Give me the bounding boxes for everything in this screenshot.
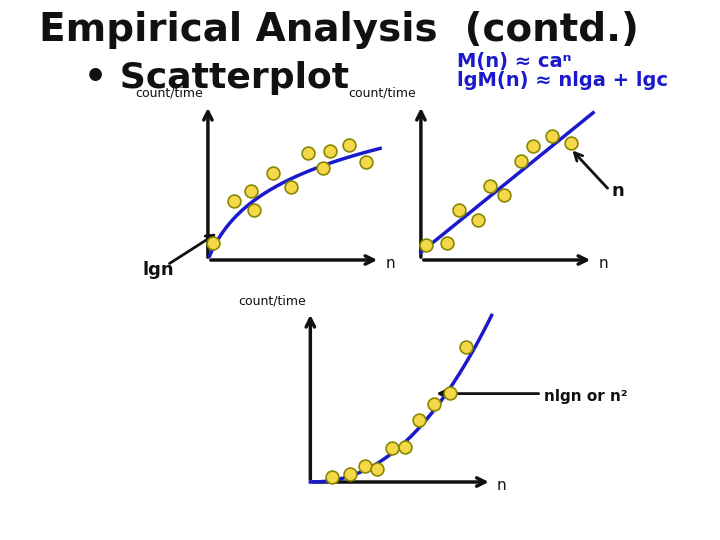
Text: • Scatterplot: • Scatterplot xyxy=(84,61,349,95)
Point xyxy=(515,157,526,166)
Point xyxy=(428,400,439,408)
Point xyxy=(413,415,425,424)
Text: M(n) ≈ caⁿ: M(n) ≈ caⁿ xyxy=(457,52,572,71)
Text: n: n xyxy=(497,477,507,492)
Text: lgn: lgn xyxy=(143,261,174,279)
Point xyxy=(498,191,509,200)
Point xyxy=(246,186,257,195)
Point xyxy=(248,206,260,214)
Point xyxy=(344,470,356,478)
Text: n: n xyxy=(598,255,608,271)
Point xyxy=(461,343,472,352)
Text: Empirical Analysis  (contd.): Empirical Analysis (contd.) xyxy=(40,11,639,49)
Point xyxy=(302,149,313,158)
Text: count/time: count/time xyxy=(238,294,306,307)
Point xyxy=(441,239,452,248)
Point xyxy=(420,241,432,249)
Point xyxy=(527,141,539,150)
Text: nlgn or n²: nlgn or n² xyxy=(544,389,628,404)
Point xyxy=(207,239,219,248)
Text: count/time: count/time xyxy=(348,87,416,100)
Point xyxy=(546,132,557,140)
Point xyxy=(372,465,383,474)
Point xyxy=(386,444,397,453)
Text: n: n xyxy=(611,183,624,200)
Point xyxy=(399,443,410,452)
Point xyxy=(453,205,464,214)
Point xyxy=(343,140,355,149)
Text: lgM(n) ≈ nlga + lgc: lgM(n) ≈ nlga + lgc xyxy=(457,71,668,90)
Point xyxy=(325,147,336,156)
Point xyxy=(228,196,240,205)
Text: n: n xyxy=(386,255,395,271)
Point xyxy=(565,139,577,147)
Point xyxy=(361,158,372,166)
Point xyxy=(359,462,371,470)
Point xyxy=(472,216,484,225)
Point xyxy=(285,183,297,191)
Point xyxy=(484,182,495,191)
Text: count/time: count/time xyxy=(135,87,203,100)
Point xyxy=(318,164,329,173)
Point xyxy=(326,473,338,482)
Point xyxy=(268,168,279,177)
Point xyxy=(444,389,456,397)
